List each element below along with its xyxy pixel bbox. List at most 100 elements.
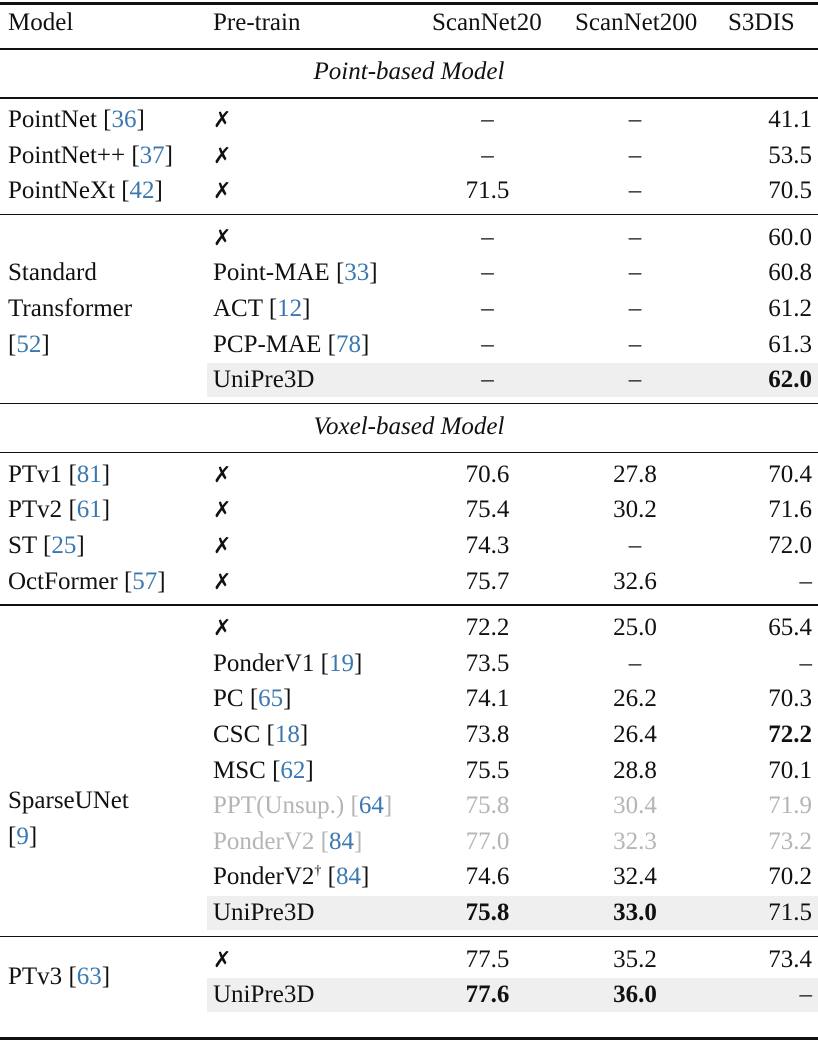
metric-sn200: –: [628, 532, 642, 559]
bracket: [: [329, 259, 345, 287]
metric-s3dis: 72.0: [768, 532, 812, 559]
metric-sn200: –: [628, 177, 642, 205]
bracket: ]: [302, 295, 311, 322]
metric-sn20: –: [481, 259, 494, 287]
table-row: PonderV2† [84] 74.6 32.4 70.2: [0, 859, 818, 895]
cell-text: Point-MAE: [213, 259, 330, 287]
citation-link[interactable]: 81: [76, 460, 102, 488]
citation-link[interactable]: 19: [328, 649, 354, 677]
pretrain-cell: ✗: [213, 564, 231, 601]
table-row: PointNet++ [37] ✗ – – 53.5: [0, 138, 818, 174]
bracket: [: [321, 863, 336, 891]
column-header: Model: [8, 9, 74, 36]
bracket: [: [8, 330, 17, 358]
table-rule: [0, 604, 818, 606]
bracket: ]: [154, 177, 163, 205]
table-row: CSC [18] 73.8 26.4 72.2: [0, 717, 818, 753]
bracket: ]: [360, 330, 370, 358]
metric-s3dis: 71.5: [768, 899, 812, 926]
pretrain-cell: MSC [62]: [213, 753, 314, 789]
citation-link[interactable]: 84: [335, 863, 361, 891]
model-name: PTv2 [61]: [8, 492, 110, 528]
model-group-label: SparseUNet [9]: [8, 783, 129, 855]
bracket: [: [314, 649, 329, 677]
table-row: ✗ – – 60.0: [0, 220, 818, 256]
citation-link[interactable]: 12: [277, 295, 303, 322]
citation-link[interactable]: 42: [129, 177, 155, 205]
metric-s3dis: –: [799, 649, 813, 677]
bracket: ]: [28, 822, 38, 850]
citation-link[interactable]: 57: [132, 567, 158, 595]
citation-link[interactable]: 33: [344, 259, 370, 287]
metric-sn20: 75.4: [465, 496, 510, 524]
metric-sn20: 75.7: [465, 567, 510, 595]
model-name: PointNet [36]: [8, 102, 145, 138]
citation-link[interactable]: 52: [16, 330, 42, 358]
metric-sn20: 73.5: [465, 649, 510, 677]
bracket: [: [62, 460, 77, 488]
citation-link[interactable]: 9: [16, 822, 29, 850]
metric-sn200: 32.6: [613, 567, 657, 595]
citation-link[interactable]: 18: [274, 721, 300, 748]
bracket: ]: [360, 863, 370, 891]
metric-s3dis: 60.0: [768, 223, 812, 251]
citation-link[interactable]: 61: [76, 496, 102, 524]
citation-link[interactable]: 64: [358, 792, 384, 820]
metric-s3dis: 73.4: [768, 945, 812, 973]
metric-sn20: 75.8: [465, 899, 510, 926]
citation-link[interactable]: 36: [111, 106, 137, 133]
metric-s3dis: 73.2: [768, 827, 812, 855]
metric-s3dis: 60.8: [768, 259, 812, 287]
pretrain-cell: PonderV2† [84]: [213, 859, 369, 895]
citation-link[interactable]: 63: [76, 963, 102, 991]
citation-link[interactable]: 65: [258, 685, 284, 713]
metric-sn200: 25.0: [613, 614, 657, 642]
model-name: PTv1 [81]: [8, 457, 110, 493]
metric-sn200: –: [628, 295, 642, 322]
bracket: ]: [369, 259, 378, 287]
model-name: PointNet++ [37]: [8, 138, 173, 174]
cell-text: PTv1: [8, 460, 63, 488]
metric-sn20: –: [481, 223, 494, 251]
bracket: [: [114, 177, 130, 205]
citation-link[interactable]: 25: [51, 532, 77, 559]
cross-icon: ✗: [213, 179, 232, 205]
metric-s3dis: 70.1: [768, 756, 812, 784]
metric-s3dis: 41.1: [768, 106, 812, 133]
metric-sn200: –: [628, 259, 642, 287]
metric-s3dis: 61.3: [768, 330, 812, 358]
metric-sn200: 32.3: [613, 827, 657, 855]
cross-icon: ✗: [213, 143, 232, 169]
cell-text: UniPre3D: [213, 899, 315, 926]
metric-s3dis: –: [799, 567, 813, 595]
table-rule: [0, 97, 818, 99]
bracket: [: [125, 141, 140, 169]
pretrain-cell: UniPre3D: [213, 895, 314, 931]
cross-icon: ✗: [213, 616, 232, 642]
citation-link[interactable]: 62: [280, 756, 306, 784]
metric-sn20: 77.6: [465, 981, 510, 1009]
metric-sn20: 75.8: [465, 792, 510, 820]
table-row: PonderV1 [19] 73.5 – –: [0, 646, 818, 682]
bracket: ]: [101, 963, 111, 991]
table-rule: [0, 2, 818, 5]
column-header: Pre-train: [213, 9, 301, 36]
pretrain-cell: PC [65]: [213, 681, 292, 717]
cell-text: ACT: [213, 295, 263, 322]
dagger-mark: †: [314, 864, 322, 880]
table-row: PPT(Unsup.) [64] 75.8 30.4 71.9: [0, 788, 818, 824]
highlight-band: [207, 978, 818, 1013]
citation-link[interactable]: 37: [139, 141, 165, 169]
citation-link[interactable]: 84: [328, 827, 354, 855]
metric-s3dis: 70.5: [768, 177, 812, 205]
cell-text: MSC: [213, 756, 266, 784]
metric-s3dis: 70.4: [768, 460, 812, 488]
metric-s3dis: 62.0: [768, 366, 812, 394]
citation-link[interactable]: 78: [335, 330, 361, 358]
table-rule: [0, 213, 818, 216]
table-row: PointNeXt [42] ✗ 71.5 – 70.5: [0, 173, 818, 209]
metric-sn200: 35.2: [613, 945, 657, 973]
metric-s3dis: 70.2: [768, 863, 812, 891]
bracket: [: [62, 496, 77, 524]
model-name-line: Standard: [8, 258, 97, 286]
